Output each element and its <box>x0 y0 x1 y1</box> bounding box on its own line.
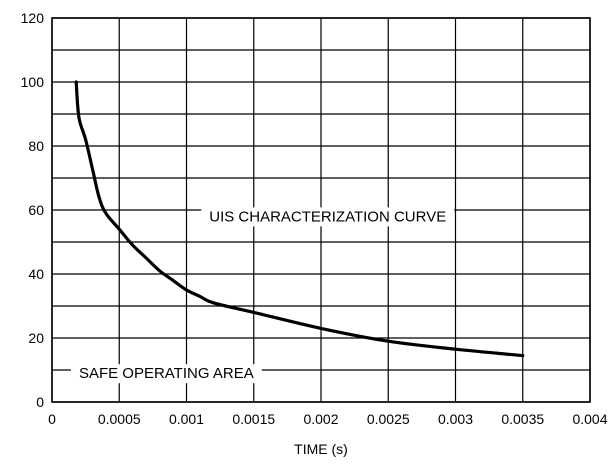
x-tick-label: 0.0025 <box>367 411 410 427</box>
y-tick-label: 20 <box>28 330 44 346</box>
series-layer <box>74 80 525 358</box>
x-tick-label: 0.003 <box>438 411 473 427</box>
annotation-1: SAFE OPERATING AREA <box>79 365 254 382</box>
x-tick-label: 0.001 <box>169 411 204 427</box>
y-tick-label: 60 <box>28 202 44 218</box>
annotations: UIS CHARACTERIZATION CURVE SAFE OPERATING… <box>70 207 455 384</box>
x-tick-label: 0.004 <box>572 411 607 427</box>
plot-frame <box>51 17 591 403</box>
y-tick-label: 0 <box>36 394 44 410</box>
x-tick-label: 0.0015 <box>232 411 275 427</box>
y-tick-label: 120 <box>21 10 45 26</box>
x-axis-label: TIME (s) <box>294 441 348 457</box>
tick-labels: 0 0.0005 0.001 0.0015 0.002 0.0025 0.003 0.0035… <box>21 10 608 427</box>
annotation-background <box>201 207 455 227</box>
x-tick-label: 0.0035 <box>501 411 544 427</box>
annotation-background <box>70 364 262 384</box>
x-tick-label: 0 <box>48 411 56 427</box>
x-tick-label: 0.0005 <box>98 411 141 427</box>
annotation-0: UIS CHARACTERIZATION CURVE <box>209 208 446 225</box>
x-tick-label: 0.002 <box>303 411 338 427</box>
y-tick-label: 80 <box>28 138 44 154</box>
y-tick-label: 100 <box>21 74 45 90</box>
series-line-0 <box>74 80 525 358</box>
y-tick-label: 40 <box>28 266 44 282</box>
